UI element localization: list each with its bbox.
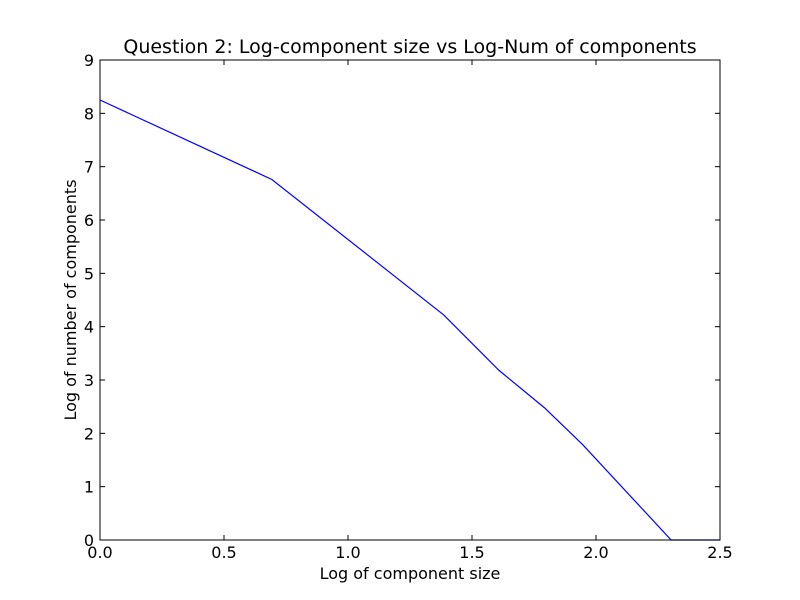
x-tick-label: 2.5 <box>707 543 732 562</box>
x-tick-label: 0.5 <box>211 543 236 562</box>
y-tick-label: 9 <box>84 51 94 70</box>
series-line-0 <box>99 99 720 541</box>
y-tick-label: 1 <box>84 478 94 497</box>
y-tick-label: 2 <box>84 424 94 443</box>
plot-series-group <box>99 99 720 541</box>
x-axis-label: Log of component size <box>320 564 501 583</box>
y-axis-ticks: 0 1 2 3 4 5 6 7 8 9 <box>84 51 720 550</box>
x-tick-label: 1.0 <box>335 543 360 562</box>
plot-frame <box>99 59 721 541</box>
y-tick-label: 8 <box>84 104 94 123</box>
y-axis-label: Log of number of components <box>61 179 80 420</box>
chart-title: Question 2: Log-component size vs Log-Nu… <box>123 36 696 58</box>
y-tick-label: 3 <box>84 371 94 390</box>
x-tick-label: 2.0 <box>583 543 608 562</box>
x-axis-ticks: 0.0 0.5 1.0 1.5 2.0 2.5 <box>87 60 733 562</box>
y-tick-label: 6 <box>84 211 94 230</box>
y-tick-label: 7 <box>84 158 94 177</box>
x-tick-label: 1.5 <box>459 543 484 562</box>
y-tick-label: 0 <box>84 531 94 550</box>
y-tick-label: 4 <box>84 318 94 337</box>
y-tick-label: 5 <box>84 264 94 283</box>
x-tick-label: 0.0 <box>87 543 112 562</box>
